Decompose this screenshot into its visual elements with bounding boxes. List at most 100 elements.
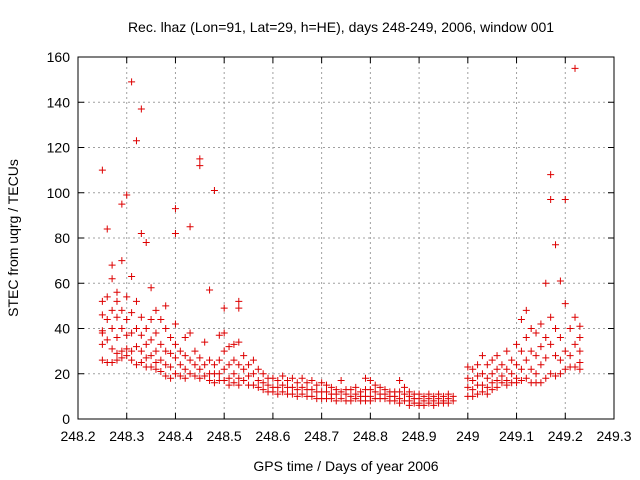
data-point (288, 374, 296, 382)
data-point (488, 370, 496, 378)
x-tick-label: 248.8 (353, 428, 388, 444)
data-point (298, 383, 306, 391)
data-point (483, 383, 491, 391)
data-point (361, 374, 369, 382)
data-point (186, 356, 194, 364)
x-tick-label: 248.7 (304, 428, 339, 444)
y-tick-label: 40 (54, 321, 70, 337)
data-point (206, 286, 214, 294)
y-tick-label: 80 (54, 230, 70, 246)
data-point (483, 390, 491, 398)
data-point (342, 390, 350, 398)
data-point (162, 302, 170, 310)
data-point (186, 223, 194, 231)
data-point (288, 390, 296, 398)
data-point (522, 374, 530, 382)
data-point (396, 388, 404, 396)
data-point (191, 372, 199, 380)
data-point (323, 388, 331, 396)
data-point (132, 343, 140, 351)
data-point (128, 78, 136, 86)
data-point (498, 361, 506, 369)
data-point (561, 300, 569, 308)
data-point (542, 354, 550, 362)
x-tick-label: 249.3 (596, 428, 631, 444)
data-point (162, 325, 170, 332)
data-point (215, 370, 223, 378)
data-point (337, 388, 345, 396)
data-point (108, 325, 116, 332)
data-point (347, 386, 355, 394)
data-point (230, 370, 238, 378)
y-tick-label: 60 (54, 275, 70, 291)
data-point (167, 349, 175, 357)
data-point (210, 186, 218, 194)
data-point (206, 377, 214, 385)
data-point (249, 356, 257, 364)
data-point (123, 345, 131, 353)
data-point (210, 379, 218, 387)
data-point (556, 334, 564, 342)
data-point (181, 374, 189, 382)
data-point (118, 200, 126, 208)
data-point (517, 365, 525, 373)
data-point (210, 361, 218, 369)
data-point (157, 340, 165, 348)
data-point (532, 352, 540, 360)
data-point (464, 363, 472, 371)
data-point (201, 372, 209, 380)
data-point (152, 347, 160, 355)
data-point (469, 377, 477, 385)
data-point (118, 325, 126, 332)
data-point (152, 306, 160, 314)
data-point (147, 315, 155, 323)
data-point (517, 347, 525, 355)
data-point (118, 347, 126, 355)
data-point (483, 361, 491, 369)
data-point (181, 365, 189, 373)
data-point (274, 383, 282, 391)
x-tick-label: 248.5 (207, 428, 242, 444)
data-point (98, 340, 106, 348)
data-point (137, 313, 145, 321)
data-point (230, 356, 238, 364)
data-point (132, 325, 140, 332)
data-point (235, 338, 243, 346)
data-point (123, 293, 131, 301)
data-point (132, 137, 140, 145)
data-point (513, 379, 521, 387)
data-point (220, 347, 228, 355)
data-point (118, 306, 126, 314)
data-point (152, 365, 160, 373)
data-point (123, 191, 131, 199)
data-point (98, 329, 106, 337)
data-point (542, 374, 550, 382)
data-point (201, 361, 209, 369)
data-point (571, 313, 579, 321)
data-point (128, 356, 136, 364)
data-point (220, 377, 228, 385)
data-point (352, 395, 360, 403)
data-point (171, 229, 179, 237)
data-point (478, 352, 486, 360)
data-point (517, 315, 525, 323)
data-point (308, 392, 316, 400)
data-point (128, 309, 136, 317)
data-point (137, 229, 145, 237)
data-point (293, 392, 301, 400)
data-point (98, 166, 106, 174)
data-point (469, 392, 477, 400)
data-point (103, 336, 111, 344)
data-point (142, 325, 150, 332)
data-point (464, 374, 472, 382)
data-point (371, 388, 379, 396)
data-point (469, 365, 477, 373)
data-point (240, 365, 248, 373)
data-point (113, 334, 121, 342)
data-point (522, 334, 530, 342)
data-point (225, 381, 233, 389)
data-point (249, 381, 257, 389)
data-point (215, 356, 223, 364)
data-point (547, 340, 555, 348)
